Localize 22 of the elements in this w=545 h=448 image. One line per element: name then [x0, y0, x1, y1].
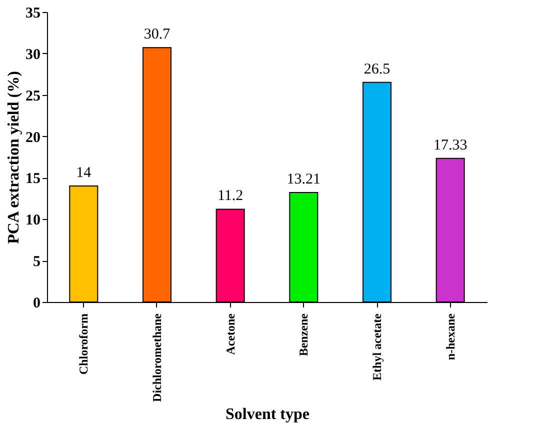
data-label: 11.2 [217, 188, 244, 204]
y-tick-label: 10 [26, 212, 40, 229]
data-label: 13.21 [286, 172, 321, 188]
x-tick-label: Dichloromethane [150, 312, 164, 402]
x-tick-label: Benzene [296, 312, 311, 356]
y-tick-label: 15 [26, 171, 40, 188]
y-tick-label: 30 [26, 46, 40, 63]
y-tick-label: 5 [33, 254, 40, 270]
y-tick-label: 20 [26, 130, 40, 146]
x-tick-label: Chloroform [76, 314, 91, 375]
x-axis-title: Solvent type [226, 406, 310, 423]
x-tick-label: Ethyl acetate [370, 312, 384, 380]
y-tick-label: 25 [26, 88, 40, 104]
data-label: 14 [76, 165, 92, 181]
y-axis-title: PCA extraction yield (%) [6, 71, 22, 244]
x-tick-label: Acetone [223, 312, 238, 355]
data-label: 17.33 [433, 137, 468, 154]
y-tick-label: 0 [33, 296, 40, 312]
y-tick-label: 35 [26, 6, 40, 22]
data-label: 30.7 [144, 26, 171, 43]
data-label: 26.5 [364, 61, 390, 78]
x-tick-label: n-hexane [443, 312, 458, 360]
